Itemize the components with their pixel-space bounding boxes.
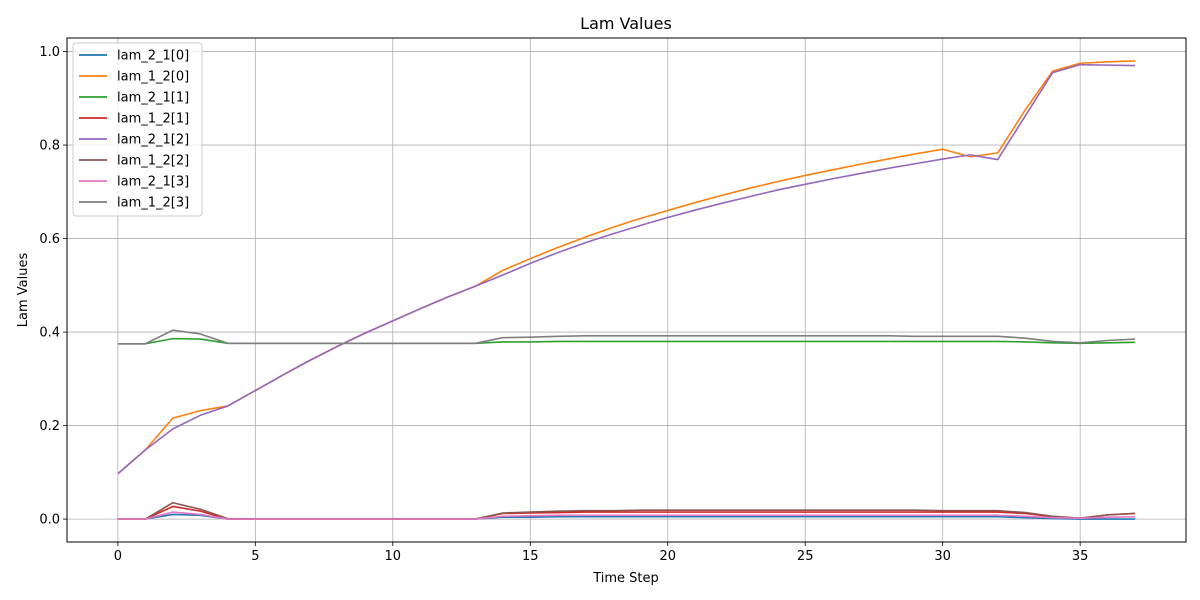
y-tick-label: 0.2 [39, 419, 60, 434]
legend-entry: lam_1_2[1] [117, 112, 189, 127]
x-tick-label: 35 [1072, 549, 1089, 564]
legend-entry: lam_1_2[3] [117, 196, 189, 211]
legend-entry: lam_2_1[2] [117, 133, 189, 148]
y-tick-label: 0.6 [39, 232, 60, 247]
series-lines [117, 60, 1136, 520]
x-tick-label: 25 [797, 549, 814, 564]
legend-box [72, 42, 203, 217]
legend-entry: lam_2_1[1] [117, 91, 189, 106]
y-axis-label: Lam Values [16, 253, 31, 328]
x-tick-label: 5 [251, 549, 259, 564]
x-tick-label: 0 [114, 549, 122, 564]
legend-entry: lam_1_2[0] [117, 70, 189, 85]
series-line [117, 329, 1136, 345]
legend-entry: lam_2_1[3] [117, 175, 189, 190]
legend: lam_2_1[0] lam_1_2[0] lam_2_1[1] lam_1_2[1]… [72, 42, 203, 217]
plot-frame [66, 37, 1187, 543]
x-axis-label: Time Step [592, 571, 659, 586]
series-line [117, 63, 1136, 475]
series-line [117, 511, 1136, 520]
x-tick-label: 10 [385, 549, 402, 564]
x-axis-ticks: 0 5 10 15 20 25 30 35 [114, 542, 1089, 564]
y-tick-label: 0.4 [39, 326, 60, 341]
legend-entry: lam_2_1[0] [117, 49, 189, 64]
x-tick-label: 30 [934, 549, 951, 564]
y-axis-ticks: 0.0 0.2 0.4 0.6 0.8 1.0 [39, 45, 67, 528]
chart-title: Lam Values [580, 14, 672, 33]
y-tick-label: 0.8 [39, 139, 60, 154]
legend-entry: lam_1_2[2] [117, 154, 189, 169]
y-tick-label: 0.0 [39, 513, 60, 528]
x-tick-label: 20 [659, 549, 676, 564]
x-tick-label: 15 [522, 549, 539, 564]
y-tick-label: 1.0 [39, 45, 60, 60]
